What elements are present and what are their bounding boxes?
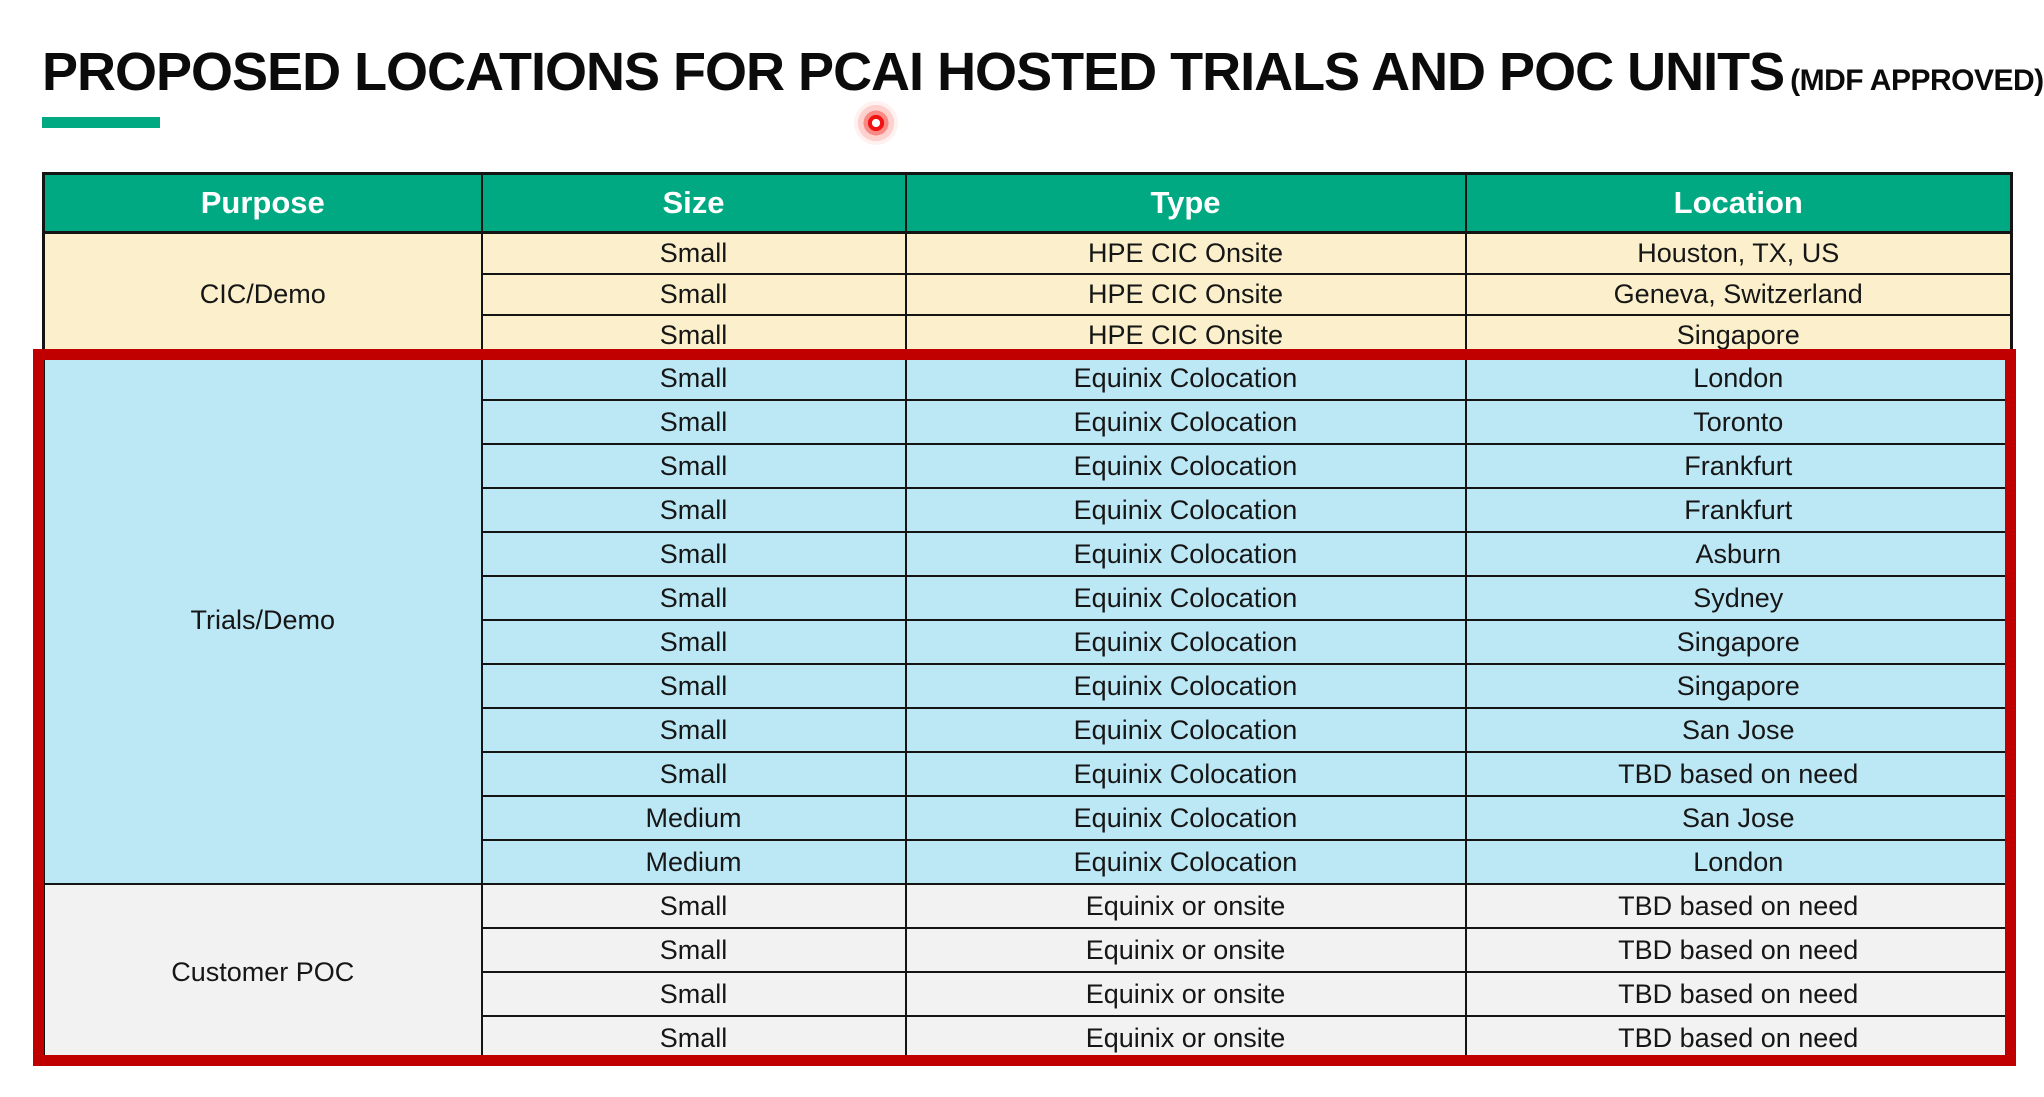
size-cell: Small [480,531,907,577]
column-header-size: Size [480,172,907,234]
type-cell: Equinix Colocation [904,795,1467,841]
type-cell: Equinix Colocation [904,707,1467,753]
location-cell: TBD based on need [1464,1015,2013,1062]
laser-pointer-dot [854,101,898,145]
location-cell: Singapore [1464,314,2013,357]
type-cell: HPE CIC Onsite [904,314,1467,357]
type-cell: Equinix Colocation [904,619,1467,665]
purpose-cell: Trials/Demo [42,355,483,885]
table-header-row: Purpose Size Type Location [42,172,2013,234]
size-cell: Small [480,314,907,357]
size-cell: Small [480,883,907,929]
table-row: Customer POC Small Equinix or onsite TBD ba… [42,883,2013,1062]
purpose-cell: CIC/Demo [42,231,483,357]
location-cell: TBD based on need [1464,971,2013,1017]
size-cell: Small [480,443,907,489]
location-cell: London [1464,355,2013,401]
table-row: Small Equinix or onsite TBD based on need [43,971,2013,1017]
size-cell: Small [480,575,907,621]
size-cell: Small [480,399,907,445]
size-cell: Small [480,273,907,316]
table-body: CIC/Demo Small HPE CIC Onsite Houston, TX, … [42,231,2013,1062]
type-cell: Equinix Colocation [904,575,1467,621]
page-title-main: PROPOSED LOCATIONS FOR PCAI HOSTED TRIAL… [42,42,1785,102]
size-cell: Small [480,355,907,401]
type-cell: Equinix or onsite [904,971,1467,1017]
type-cell: HPE CIC Onsite [904,231,1467,275]
type-cell: Equinix Colocation [904,839,1467,885]
purpose-cell: Customer POC [42,883,483,1062]
location-cell: Asburn [1464,531,2013,577]
location-cell: Toronto [1464,399,2013,445]
size-cell: Medium [480,795,907,841]
location-cell: Geneva, Switzerland [1464,273,2013,316]
type-cell: Equinix Colocation [904,399,1467,445]
column-header-type: Type [904,172,1467,234]
type-cell: Equinix or onsite [904,927,1467,973]
location-cell: Frankfurt [1464,487,2013,533]
table-row: Small Equinix Colocation Frankfurt [43,443,2013,489]
type-cell: Equinix Colocation [904,531,1467,577]
location-cell: Frankfurt [1464,443,2013,489]
table-row: Small Equinix Colocation Asburn [43,531,2013,577]
size-cell: Small [480,971,907,1017]
size-cell: Small [480,927,907,973]
location-cell: TBD based on need [1464,751,2013,797]
column-header-purpose: Purpose [42,172,483,234]
type-cell: Equinix or onsite [904,1015,1467,1062]
size-cell: Small [480,231,907,275]
size-cell: Small [480,751,907,797]
location-cell: TBD based on need [1464,883,2013,929]
size-cell: Small [480,1015,907,1062]
size-cell: Small [480,619,907,665]
location-cell: Singapore [1464,663,2013,709]
location-cell: Sydney [1464,575,2013,621]
page-title: PROPOSED LOCATIONS FOR PCAI HOSTED TRIAL… [42,44,2044,109]
location-cell: Houston, TX, US [1464,231,2013,275]
location-cell: Singapore [1464,619,2013,665]
column-header-location: Location [1464,172,2013,234]
type-cell: HPE CIC Onsite [904,273,1467,316]
type-cell: Equinix Colocation [904,751,1467,797]
size-cell: Small [480,487,907,533]
size-cell: Small [480,707,907,753]
location-cell: TBD based on need [1464,927,2013,973]
locations-table: Purpose Size Type Location CIC/Demo Small… [42,172,2013,1062]
table-row: Small Equinix Colocation Singapore [43,663,2013,709]
type-cell: Equinix or onsite [904,883,1467,929]
type-cell: Equinix Colocation [904,355,1467,401]
table-row: CIC/Demo Small HPE CIC Onsite Houston, TX, … [42,231,2013,357]
type-cell: Equinix Colocation [904,663,1467,709]
location-cell: London [1464,839,2013,885]
page-title-suffix: (MDF APPROVED) [1790,64,2044,97]
table-row: Medium Equinix Colocation London [43,839,2013,885]
title-accent-bar [42,117,160,128]
table-row: Trials/Demo Small Equinix Colocation London [42,355,2013,885]
size-cell: Small [480,663,907,709]
type-cell: Equinix Colocation [904,443,1467,489]
table-row: Small HPE CIC Onsite Geneva, Switzerland [43,273,2013,316]
location-cell: San Jose [1464,707,2013,753]
type-cell: Equinix Colocation [904,487,1467,533]
location-cell: San Jose [1464,795,2013,841]
size-cell: Medium [480,839,907,885]
table-header: Purpose Size Type Location [42,172,2013,234]
